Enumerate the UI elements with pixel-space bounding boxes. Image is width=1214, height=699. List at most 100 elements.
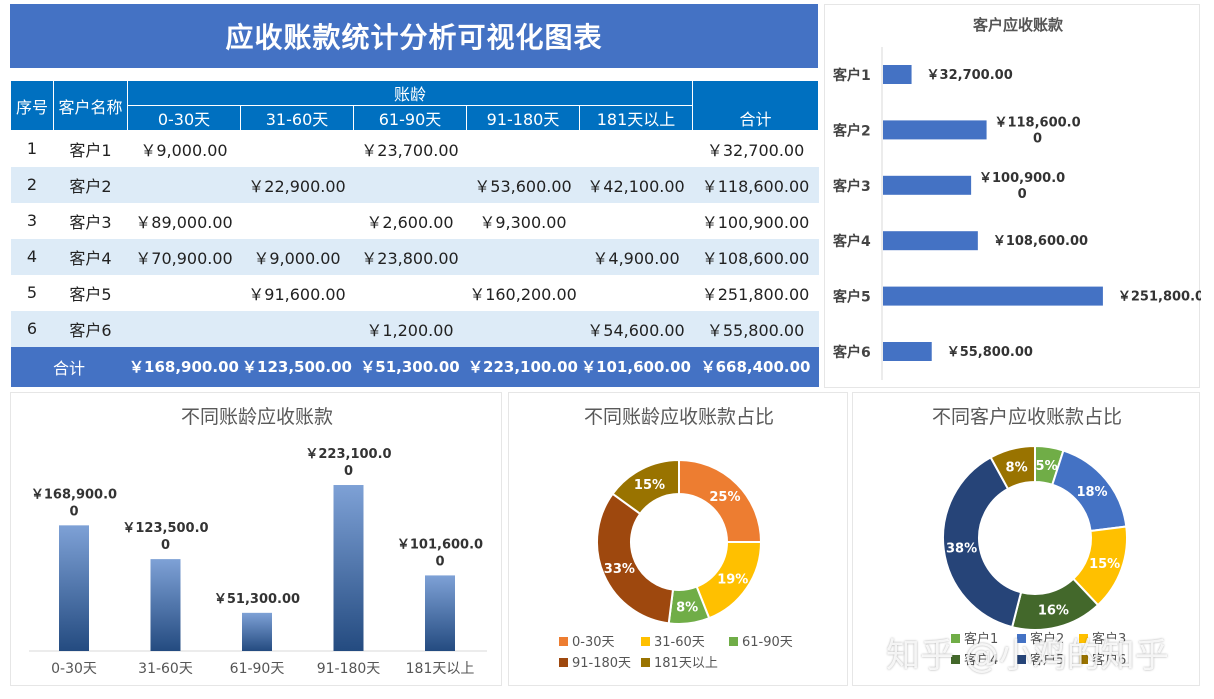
- data-label: ￥118,600.0: [994, 115, 1080, 130]
- data-label: 15%: [634, 478, 665, 493]
- row-index: 3: [26, 211, 38, 230]
- data-label: ￥168,900.0: [31, 487, 117, 502]
- bar: [883, 120, 987, 140]
- legend-swatch: [729, 637, 738, 646]
- category-label: 客户2: [832, 122, 871, 139]
- aging-bar-chart: 不同账龄应收账款 0-30天 ￥168,900.0 0 31-60天 ￥123,500.0…: [29, 406, 487, 677]
- bar: [883, 65, 912, 84]
- header-index: 序号: [10, 80, 54, 131]
- data-label: 33%: [604, 562, 635, 577]
- customer-bar-panel: 客户应收账款 客户1 ￥32,700.00 客户2 ￥118,600.0 0 客户3 ￥100…: [824, 4, 1213, 388]
- amount-cell: [127, 166, 241, 203]
- legend-swatch: [559, 658, 568, 667]
- data-label: ￥101,600.0: [397, 537, 483, 552]
- customer-name: 客户4: [53, 238, 128, 275]
- amount-cell: ￥53,600.00: [466, 166, 580, 203]
- footer-sum: ￥223,100.00: [466, 346, 580, 387]
- bar: [59, 525, 89, 651]
- data-label: 5%: [1036, 459, 1058, 474]
- amount-cell: [127, 310, 241, 347]
- aging-donut-panel: 不同账龄应收账款占比 25% 19% 8% 33% 15% 0-30天 31-60天 61-90…: [508, 392, 848, 686]
- amount-cell: ￥23,700.00: [361, 140, 459, 160]
- amount-cell: ￥42,100.00: [579, 166, 693, 203]
- data-label: ￥100,900.0: [979, 171, 1065, 186]
- data-label: ￥223,100.0: [305, 447, 391, 462]
- legend-label: 客户3: [1092, 631, 1126, 647]
- customer-donut-chart: 不同客户应收账款占比 5% 18% 15% 16% 38% 8% 客户1 客户2 客户3 客户4 客户…: [932, 406, 1128, 668]
- data-label: ￥251,800.00: [1118, 290, 1201, 305]
- amount-cell: [128, 275, 241, 311]
- legend-swatch: [641, 658, 650, 667]
- data-label: 8%: [1006, 460, 1028, 475]
- bar: [883, 175, 972, 195]
- receivables-table: 序号 客户名称 账龄 合计 0-30天 31-60天 61-90天 91-180…: [10, 80, 820, 387]
- amount-cell: [580, 275, 693, 311]
- table-row: 4 客户4 ￥70,900.00 ￥9,000.00 ￥23,800.00 ￥4,900.…: [10, 238, 819, 275]
- header-bucket: 0-30天: [127, 105, 241, 131]
- footer-sum: ￥51,300.00: [353, 346, 467, 387]
- table-row: 6 客户6 ￥1,200.00 ￥54,600.00 ￥55,800.00: [10, 310, 819, 347]
- bar: [883, 342, 932, 361]
- page-title: 应收账款统计分析可视化图表: [10, 4, 818, 68]
- data-label: ￥108,600.00: [993, 234, 1088, 249]
- data-label: 19%: [717, 573, 748, 588]
- row-total: ￥100,900.00: [701, 212, 810, 232]
- chart-title: 不同客户应收账款占比: [932, 406, 1122, 428]
- amount-cell: ￥91,600.00: [248, 284, 346, 304]
- data-label: 18%: [1076, 485, 1107, 500]
- data-label: 0: [435, 554, 444, 569]
- customer-name: 客户3: [69, 212, 112, 232]
- data-label: 15%: [1089, 557, 1120, 572]
- footer-sum: ￥123,500.00: [240, 346, 354, 387]
- amount-cell: ￥4,900.00: [579, 238, 693, 275]
- customer-name: 客户2: [53, 166, 128, 203]
- header-bucket: 181天以上: [578, 105, 694, 131]
- footer-label: 合计: [10, 346, 128, 387]
- footer-sum: ￥101,600.00: [579, 346, 693, 387]
- table-row: 2 客户2 ￥22,900.00 ￥53,600.00 ￥42,100.00 ￥118,6…: [10, 166, 819, 203]
- category-label: 0-30天: [51, 661, 97, 677]
- bar: [150, 559, 181, 651]
- bar: [242, 612, 272, 651]
- row-total: ￥32,700.00: [706, 140, 805, 160]
- amount-cell: [580, 203, 693, 239]
- donut-slice: [611, 458, 680, 516]
- bar: [883, 231, 978, 251]
- data-label: ￥51,300.00: [214, 592, 300, 607]
- data-label: 0: [1033, 131, 1042, 146]
- category-label: 客户5: [832, 289, 871, 306]
- legend-swatch: [1017, 634, 1026, 643]
- amount-cell: ￥160,200.00: [469, 284, 577, 304]
- legend-label: 客户1: [964, 631, 998, 647]
- legend-swatch: [641, 637, 650, 646]
- amount-cell: ￥70,900.00: [127, 238, 241, 275]
- bar: [425, 575, 455, 651]
- header-aging: 账龄: [126, 80, 694, 106]
- table-row: 3 客户3 ￥89,000.00 ￥2,600.00 ￥9,300.00 ￥100,900…: [11, 203, 819, 239]
- legend-swatch: [951, 634, 960, 643]
- amount-cell: ￥54,600.00: [579, 310, 693, 347]
- row-total: ￥55,800.00: [692, 310, 819, 347]
- category-label: 91-180天: [317, 661, 381, 677]
- header-customer: 客户名称: [53, 80, 128, 131]
- donut-slice: [989, 444, 1036, 491]
- header-bucket: 91-180天: [466, 105, 580, 131]
- legend-swatch: [559, 637, 568, 646]
- row-index: 1: [26, 139, 38, 159]
- chart-title: 客户应收账款: [972, 16, 1064, 34]
- row-total: ￥251,800.00: [701, 284, 810, 304]
- legend-label: 0-30天: [572, 635, 615, 650]
- category-label: 181天以上: [406, 661, 475, 677]
- donut-slice: [942, 456, 1023, 629]
- customer-name: 客户6: [53, 310, 128, 347]
- aging-bar-panel: 不同账龄应收账款 0-30天 ￥168,900.0 0 31-60天 ￥123,500.0…: [10, 392, 502, 686]
- data-label: 0: [1018, 187, 1027, 202]
- header-bucket: 31-60天: [240, 105, 354, 131]
- amount-cell: [241, 203, 354, 239]
- amount-cell: [353, 166, 467, 203]
- chart-title: 不同账龄应收账款: [181, 406, 333, 428]
- data-label: 0: [161, 538, 170, 553]
- amount-cell: ￥9,300.00: [479, 212, 567, 232]
- donut-slice: [596, 492, 675, 625]
